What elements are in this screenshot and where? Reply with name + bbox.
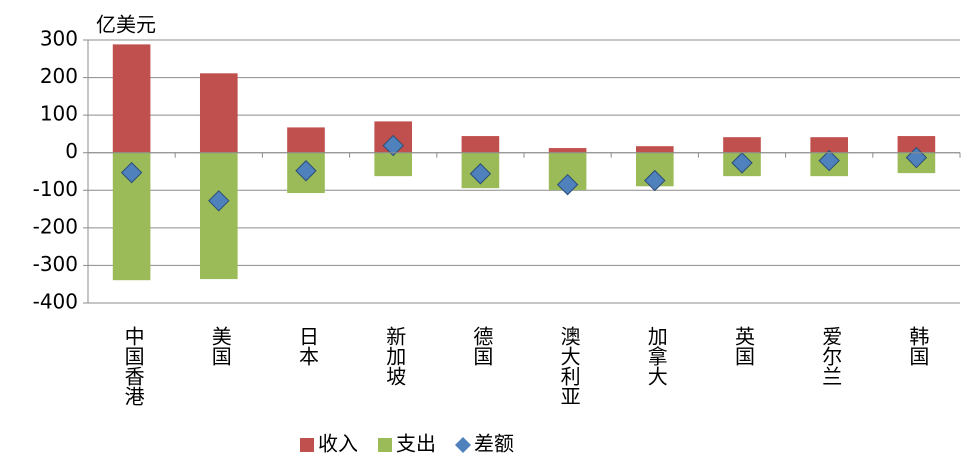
legend-label: 差额 (474, 432, 514, 456)
bar (199, 152, 238, 280)
x-tick-label: 美国 (208, 326, 232, 366)
unit-label: 亿美元 (96, 13, 156, 37)
bar (112, 44, 151, 154)
diamond-marker (731, 152, 753, 174)
diamond-marker (295, 160, 317, 182)
x-tick-label: 日本 (296, 326, 320, 366)
y-tick-label: -400 (33, 290, 78, 314)
bar (548, 148, 587, 154)
legend-label: 收入 (318, 432, 358, 456)
y-tick-label: 0 (65, 139, 78, 163)
bar (635, 146, 674, 154)
x-tick-label: 德国 (470, 326, 494, 366)
diamond-marker (644, 169, 666, 192)
diamond-marker (818, 149, 840, 172)
diamond-marker (556, 173, 579, 196)
x-tick-label: 新加坡 (383, 326, 407, 386)
bar (287, 127, 325, 154)
legend-label: 支出 (396, 432, 436, 456)
y-tick-label: -300 (33, 252, 78, 276)
diamond-marker (382, 134, 404, 157)
diamond-marker (208, 190, 230, 212)
legend-swatch (378, 438, 392, 452)
bar (723, 137, 761, 154)
y-tick-label: 300 (40, 27, 78, 51)
legend-swatch (455, 437, 471, 453)
x-tick-label: 澳大利亚 (557, 326, 581, 406)
x-tick-label: 中国香港 (121, 326, 145, 406)
diamond-marker (469, 163, 492, 185)
x-tick-label: 韩国 (906, 326, 930, 366)
bar (199, 73, 238, 154)
bar (287, 152, 325, 194)
x-tick-label: 英国 (732, 326, 756, 366)
y-tick-label: -200 (33, 214, 78, 238)
x-tick-label: 爱尔兰 (819, 326, 843, 386)
y-tick-label: 100 (40, 102, 78, 126)
y-tick-label: -100 (33, 177, 78, 201)
bar (461, 136, 500, 154)
y-tick-label: 200 (40, 64, 78, 88)
legend-swatch (300, 438, 314, 452)
x-tick-label: 加拿大 (644, 326, 668, 386)
diamond-marker (120, 161, 143, 184)
